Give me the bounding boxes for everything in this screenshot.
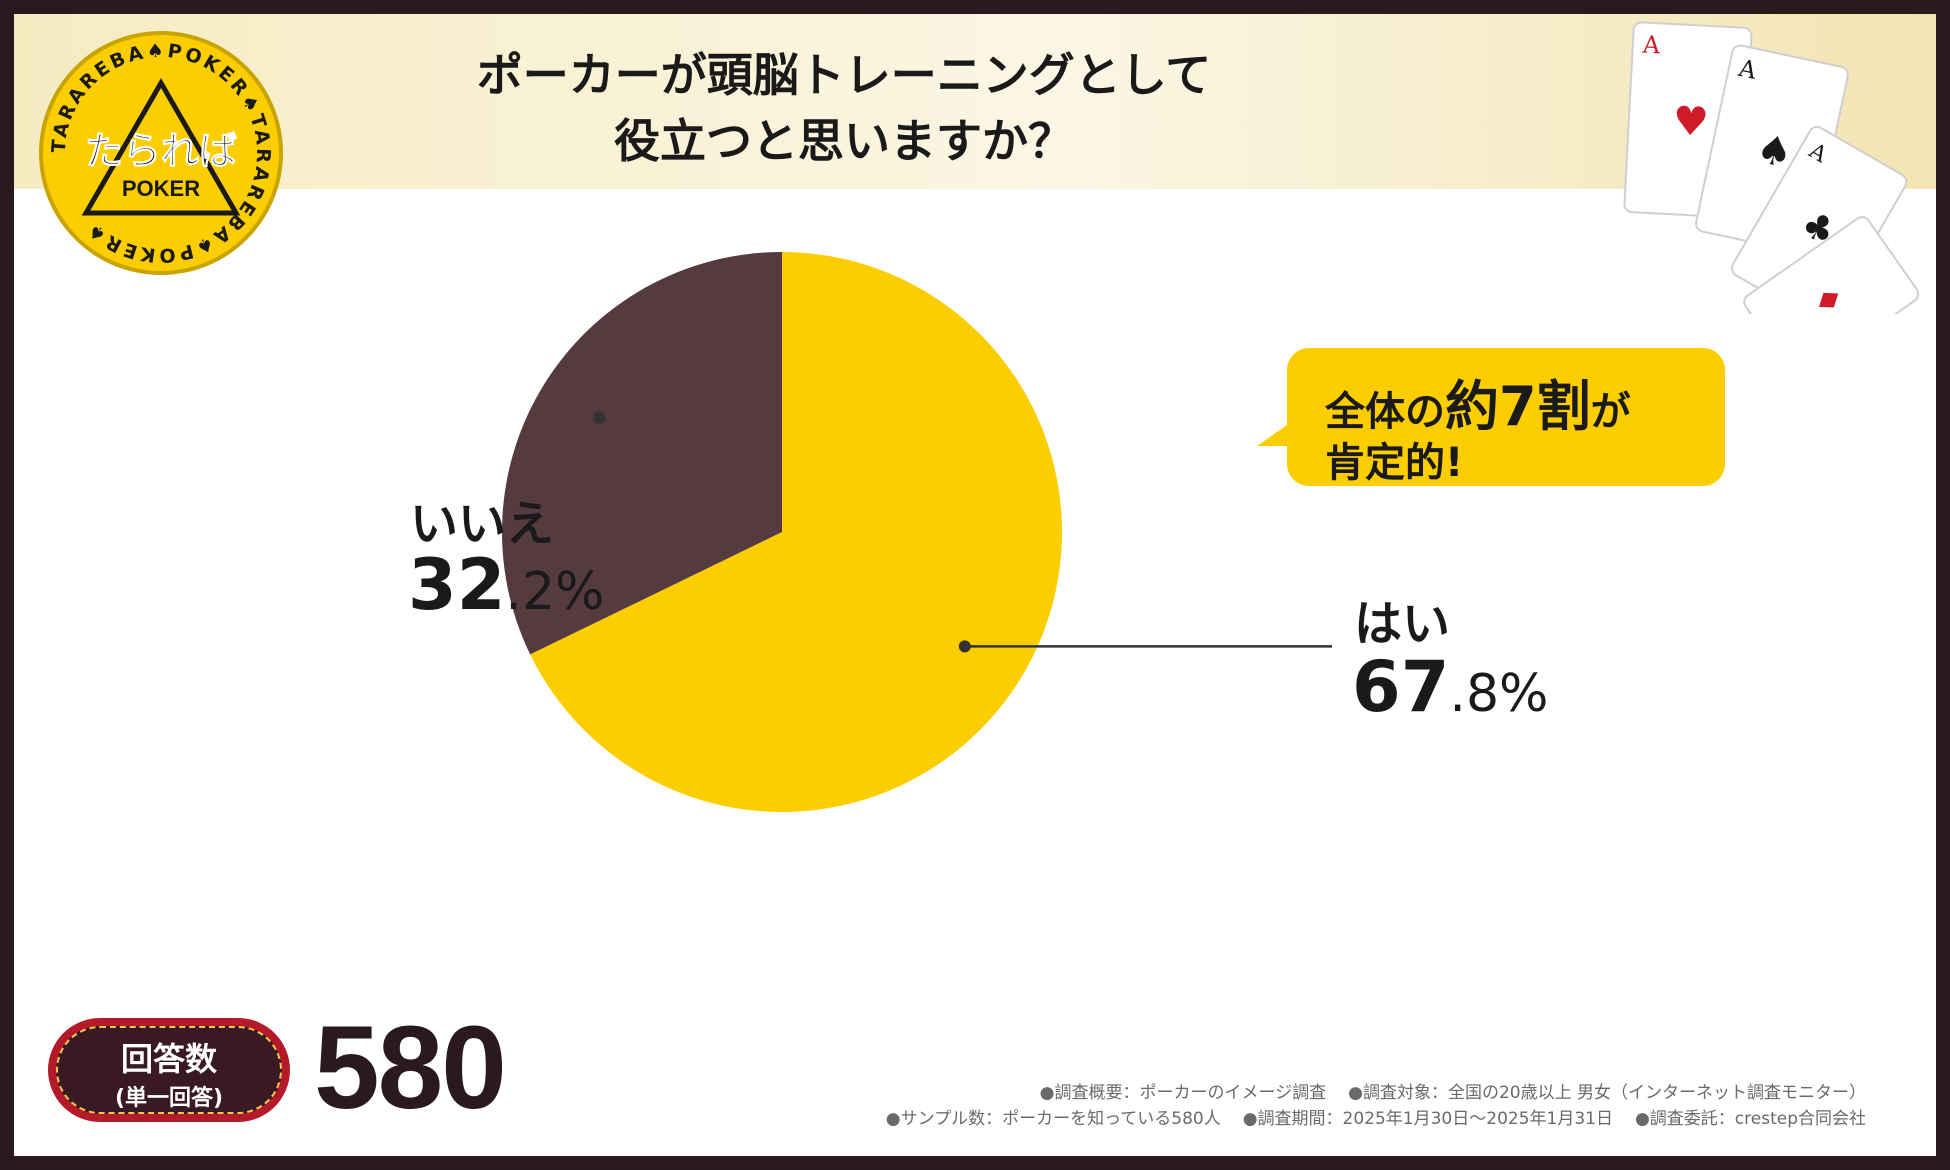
survey-period-note: ●調査期間：2025年1月30日〜2025年1月31日 [1242, 1109, 1613, 1129]
slice-label-yes-value: 67.8% [1352, 646, 1548, 728]
chart-title: ポーカーが頭脳トレーニングとして 役立つと思いますか？ [394, 42, 1294, 174]
response-type-label: (単一回答) [114, 1086, 224, 1111]
leader-lines [593, 411, 1332, 653]
chart-title-line-1: ポーカーが頭脳トレーニングとして [476, 48, 1212, 102]
heart-icon: ♥ [1672, 98, 1710, 146]
leader-dot-no [593, 411, 606, 424]
callout-line-1: 全体の約7割が [1325, 362, 1631, 441]
pie-slices [501, 252, 1062, 812]
survey-notes-line-2: ●サンプル数：ポーカーを知っている580人 ●調査期間：2025年1月30日〜20… [864, 1104, 1866, 1129]
slice-label-no-frac: .2% [505, 562, 605, 622]
survey-notes-line-1: ●調査概要：ポーカーのイメージ調査 ●調査対象：全国の20歳以上 男女（インターネ… [1018, 1078, 1866, 1103]
survey-overview-note: ●調査概要：ポーカーのイメージ調査 [1039, 1083, 1327, 1103]
callout-post: が [1590, 389, 1631, 435]
callout-pre: 全体の [1325, 389, 1445, 435]
playing-cards-decoration: A ♥ A ♠ A ♣ ♦ [1623, 21, 1920, 314]
pie-chart [501, 252, 1332, 812]
logo-main-text: たられば [85, 129, 237, 173]
slice-label-no-int: 32 [408, 544, 506, 626]
response-count-value: 580 [314, 1002, 507, 1134]
pie-slice-yes [530, 252, 1062, 812]
survey-commission-note: ●調査委託：crestep合同会社 [1634, 1109, 1866, 1129]
title-band [14, 14, 1936, 189]
response-count-badge: 回答数 (単一回答) [48, 1018, 290, 1122]
response-count-label: 回答数 [120, 1040, 217, 1078]
svg-text:A: A [1641, 30, 1661, 59]
slice-label-yes-frac: .8% [1449, 664, 1549, 724]
callout-line-2: 肯定的! [1325, 440, 1464, 486]
callout-bubble: 全体の約7割が 肯定的! [1287, 348, 1725, 486]
survey-target-note: ●調査対象：全国の20歳以上 男女（インターネット調査モニター） [1348, 1083, 1866, 1103]
pie-slice-no [501, 252, 782, 655]
infographic-frame: ポーカーが頭脳トレーニングとして 役立つと思いますか？ TARAREBA♠POK… [14, 14, 1936, 1156]
slice-label-yes-int: 67 [1352, 646, 1450, 728]
tarareba-poker-logo: TARAREBA♠POKER♠TARAREBA♠POKER♠ たられば POKE… [39, 31, 283, 275]
chart-title-line-2: 役立つと思いますか？ [614, 114, 1074, 168]
leader-dot-yes [958, 640, 971, 653]
slice-label-no-value: 32.2% [408, 544, 604, 626]
slice-label-yes-name: はい [1354, 596, 1451, 652]
callout-emphasis: 約7割 [1445, 375, 1591, 438]
logo-sub-text: POKER [122, 176, 200, 201]
sample-size-note: ●サンプル数：ポーカーを知っている580人 [885, 1109, 1221, 1129]
response-count-badge-inner: 回答数 (単一回答) [56, 1026, 282, 1114]
slice-label-no-name: いいえ [410, 496, 555, 552]
